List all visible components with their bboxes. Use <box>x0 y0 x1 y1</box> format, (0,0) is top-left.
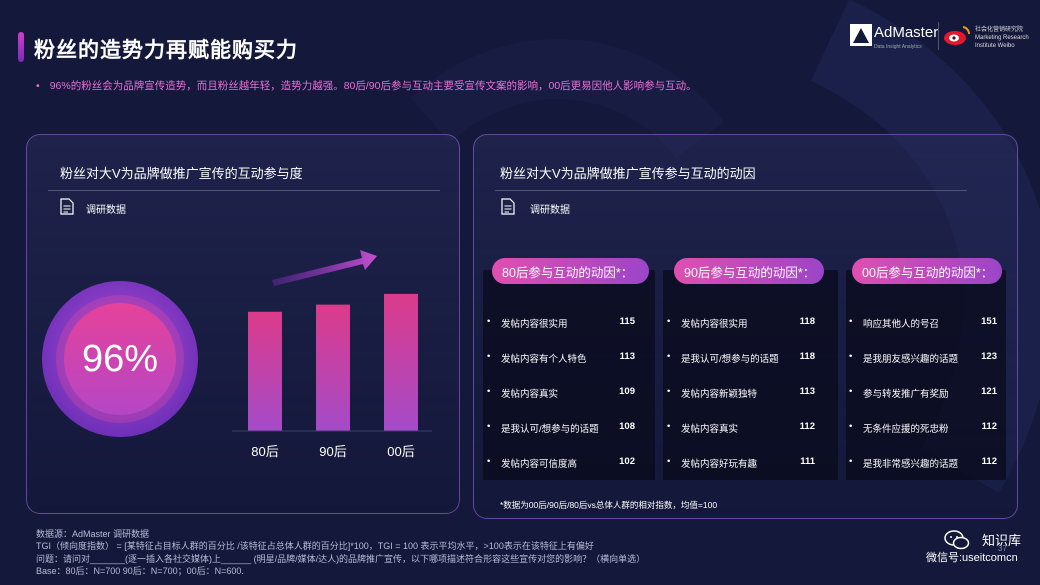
reason-index: 109 <box>619 386 635 397</box>
engagement-bar-chart: 80后 90后 00后 <box>232 250 432 459</box>
reason-index: 111 <box>800 456 815 467</box>
footer-tgi-definition: TGI（倾向度指数） = [某特征占目标人群的百分比 /该特征占总体人群的百分比… <box>36 541 594 552</box>
reason-label: 发帖内容有个人特色 <box>501 354 587 365</box>
weibo-logo-icon <box>944 26 971 45</box>
wechat-watermark: 知识库 微信号:useitcomcn <box>926 527 1034 567</box>
trend-arrow-icon <box>272 250 377 286</box>
reason-index: 115 <box>619 316 635 327</box>
reason-label: 是我认可/想参与的话题 <box>501 424 599 435</box>
admaster-logo-text: AdMaster <box>874 24 939 41</box>
bar-90后 <box>316 304 350 431</box>
bar-category-label: 90后 <box>319 444 346 459</box>
footer-base: Base：80后：N=700 90后：N=700；00后：N=600. <box>36 565 244 576</box>
reason-label: 发帖内容很实用 <box>681 319 748 330</box>
reason-index: 151 <box>981 316 997 327</box>
header-90s: 90后参与互动的动因*： <box>674 258 824 284</box>
list-item: • 发帖内容可信度高 102 <box>487 456 635 470</box>
reason-index: 118 <box>799 316 815 327</box>
reason-index: 112 <box>799 421 815 432</box>
list-item: • 发帖内容好玩有趣 111 <box>667 456 815 470</box>
engagement-panel-divider <box>48 190 440 191</box>
percent-value: 96% <box>81 337 159 380</box>
reason-label: 是我非常感兴趣的话题 <box>863 459 959 470</box>
document-icon <box>501 198 515 215</box>
reason-index: 121 <box>981 386 997 397</box>
bar-category-label: 80后 <box>251 444 278 459</box>
motivation-panel-divider <box>495 190 967 191</box>
document-icon <box>60 198 74 215</box>
reason-index: 113 <box>799 386 815 397</box>
list-item: • 是我认可/想参与的话题 108 <box>487 421 635 435</box>
reason-label: 响应其他人的号召 <box>863 319 940 330</box>
page-subtitle: • 96%的粉丝会为品牌宣传造势，而且粉丝越年轻，造势力越强。80后/90后参与互… <box>36 78 697 93</box>
logo-group: AdMaster Data Insight Analytics 社会化营销研究院… <box>850 20 1030 54</box>
subtitle-bullet: • <box>36 80 40 92</box>
list-item: • 是我朋友感兴趣的话题 123 <box>849 351 997 365</box>
column-bg-80s <box>483 270 655 480</box>
reason-label: 发帖内容很实用 <box>501 319 568 330</box>
list-item: • 发帖内容很实用 118 <box>667 316 815 330</box>
header-00s: 00后参与互动的动因*： <box>852 258 1002 284</box>
reason-index: 112 <box>981 456 997 467</box>
percent-ring: 96% <box>40 279 200 439</box>
footer-question: 问题：请问对_______(逐一插入各社交媒体)上______ (明星/品牌/媒… <box>36 553 646 564</box>
subtitle-text: 96%的粉丝会为品牌宣传造势，而且粉丝越年轻，造势力越强。80后/90后参与互动… <box>49 80 697 92</box>
page-number: 37 <box>998 544 1007 553</box>
list-item: • 无条件应援的死忠粉 112 <box>849 421 997 435</box>
wechat-account-name: 知识库 <box>982 533 1022 548</box>
reason-index: 112 <box>981 421 997 432</box>
reason-label: 发帖内容新颖独特 <box>681 389 758 400</box>
list-item: • 参与转发推广有奖励 121 <box>849 386 997 400</box>
motivation-panel-title: 粉丝对大V为品牌做推广宣传参与互动的动因 <box>500 166 756 181</box>
bar-80后 <box>248 311 282 431</box>
list-item: • 发帖内容有个人特色 113 <box>487 351 635 365</box>
wechat-icon <box>944 530 970 550</box>
page-title: 粉丝的造势力再赋能购买力 <box>34 39 298 62</box>
engagement-panel-title: 粉丝对大V为品牌做推广宣传的互动参与度 <box>60 166 303 181</box>
list-item: • 发帖内容真实 112 <box>667 421 815 435</box>
reason-label: 是我认可/想参与的话题 <box>681 354 779 365</box>
reason-label: 发帖内容可信度高 <box>501 459 578 470</box>
list-item: • 发帖内容真实 109 <box>487 386 635 400</box>
column-bg-00s <box>846 270 1006 480</box>
logo-divider <box>938 22 939 50</box>
reason-index: 108 <box>619 421 635 432</box>
bar-00后 <box>384 293 418 431</box>
list-item: • 是我非常感兴趣的话题 112 <box>849 456 997 470</box>
reason-label: 是我朋友感兴趣的话题 <box>863 354 959 365</box>
reason-label: 发帖内容真实 <box>681 424 739 435</box>
reason-label: 无条件应援的死忠粉 <box>863 424 949 435</box>
reason-index: 113 <box>619 351 635 362</box>
admaster-logo-subtext: Data Insight Analytics <box>874 44 922 50</box>
motivation-source-label: 调研数据 <box>530 205 570 216</box>
header-80s: 80后参与互动的动因*： <box>492 258 649 284</box>
weibo-logo-text: 社会化营销研究院 Marketing Research Institute We… <box>975 27 1029 49</box>
list-item: • 发帖内容很实用 115 <box>487 316 635 330</box>
footer-source: 数据源：AdMaster 调研数据 <box>36 529 150 539</box>
list-item: • 是我认可/想参与的话题 118 <box>667 351 815 365</box>
wechat-account-id: 微信号:useitcomcn <box>926 552 1018 564</box>
reason-index: 102 <box>619 456 635 467</box>
bar-category-label: 00后 <box>387 444 414 459</box>
engagement-source-label: 调研数据 <box>86 205 126 216</box>
title-accent-bar <box>18 32 24 62</box>
reason-label: 参与转发推广有奖励 <box>863 389 949 400</box>
reason-label: 发帖内容真实 <box>501 389 559 400</box>
percent-ring-graphic <box>42 281 198 437</box>
admaster-logo-icon <box>850 24 872 46</box>
list-item: • 响应其他人的号召 151 <box>849 316 997 330</box>
column-bg-90s <box>663 270 838 480</box>
reason-index: 123 <box>981 351 997 362</box>
motivation-footnote: *数据为00后/90后/80后vs总体人群的相对指数，均值=100 <box>500 500 718 510</box>
list-item: • 发帖内容新颖独特 113 <box>667 386 815 400</box>
reason-index: 118 <box>799 351 815 362</box>
reason-label: 发帖内容好玩有趣 <box>681 459 758 470</box>
source-footer: 数据源：AdMaster 调研数据 TGI（倾向度指数） = [某特征占目标人群… <box>36 528 645 577</box>
